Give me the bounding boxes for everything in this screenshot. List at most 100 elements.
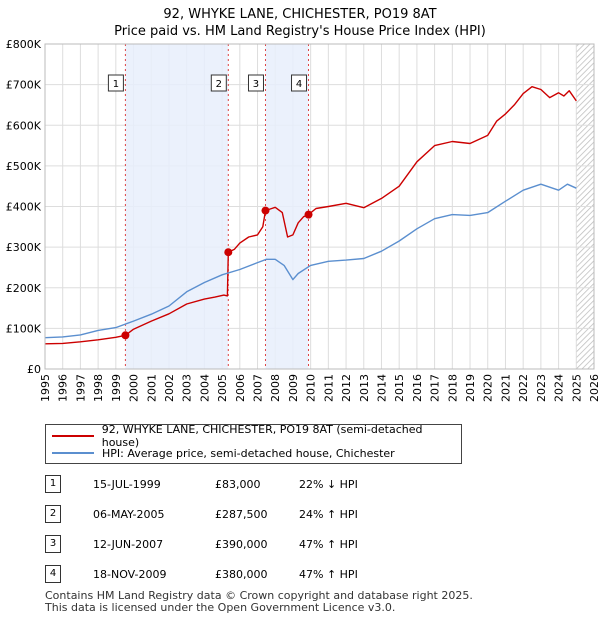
x-tick-label: 1997: [74, 374, 87, 402]
sale-points: [121, 206, 313, 340]
y-tick-label: £800K: [6, 38, 42, 51]
x-tick-label: 2018: [446, 374, 459, 402]
x-tick-label: 2009: [287, 374, 300, 402]
sale-date: 06-MAY-2005: [93, 508, 165, 521]
shaded-span: [265, 44, 309, 369]
x-tick-label: 2005: [216, 374, 229, 402]
y-tick-label: £300K: [6, 241, 42, 254]
chart-sale-badge-label: 1: [113, 79, 119, 90]
sale-point: [261, 206, 270, 215]
sale-badge: 2: [45, 505, 61, 523]
x-tick-label: 1995: [39, 374, 52, 402]
price-chart: 1 2 3 4 £0 £100K £200K £300K £400K £500K £600K £70…: [6, 38, 600, 402]
shaded-span: [125, 44, 229, 369]
y-tick-label: £600K: [6, 119, 42, 132]
chart-sale-badge-box: [247, 74, 264, 92]
footer-line-2: This data is licensed under the Open Gov…: [45, 601, 396, 614]
sale-point: [121, 331, 130, 340]
chart-sale-badge-box: [291, 74, 308, 92]
sale-hpi: 24% ↑ HPI: [299, 508, 358, 521]
legend-hpi-label: HPI: Average price, semi-detached house,…: [102, 446, 395, 460]
hpi-line: [44, 183, 577, 339]
x-tick-label: 2015: [393, 374, 406, 402]
property-line: [44, 86, 577, 345]
legend-property-label: 92, WHYKE LANE, CHICHESTER, PO19 8AT (se…: [101, 423, 423, 449]
legend: 92, WHYKE LANE, CHICHESTER, PO19 8AT (se…: [45, 423, 462, 464]
axes: [44, 43, 595, 370]
chart-sale-badge-label: 3: [253, 79, 259, 90]
x-tick-label: 2013: [358, 374, 371, 402]
y-tick-label: £500K: [6, 160, 42, 173]
sale-hpi: 47% ↑ HPI: [299, 568, 358, 581]
x-tick-label: 2026: [588, 374, 600, 402]
sale-badge: 1: [45, 475, 61, 493]
sale-point: [304, 210, 313, 219]
y-tick-label: £400K: [6, 201, 42, 214]
footer: Contains HM Land Registry data © Crown c…: [45, 590, 473, 614]
x-tick-label: 1999: [110, 374, 123, 402]
x-tick-label: 2020: [482, 374, 495, 402]
x-tick-label: 2021: [499, 374, 512, 402]
chart-title: 92, WHYKE LANE, CHICHESTER, PO19 8AT Pri…: [0, 6, 600, 40]
x-tick-label: 2024: [553, 374, 566, 402]
sale-hpi: 47% ↑ HPI: [299, 538, 358, 551]
y-axis-ticks: £0 £100K £200K £300K £400K £500K £600K £700K £80…: [6, 38, 42, 376]
legend-hpi: HPI: Average price, semi-detached house,…: [52, 445, 395, 461]
x-tick-label: 2010: [305, 374, 318, 402]
y-tick-label: £100K: [6, 322, 42, 335]
x-tick-label: 2007: [252, 374, 265, 402]
x-tick-label: 2012: [340, 374, 353, 402]
sale-markers: [124, 44, 310, 369]
x-tick-label: 2004: [198, 374, 211, 402]
x-tick-label: 2001: [145, 374, 158, 402]
x-tick-label: 2011: [322, 374, 335, 402]
x-tick-label: 1996: [57, 374, 70, 402]
sale-point: [224, 248, 233, 257]
sale-hpi: 22% ↓ HPI: [299, 478, 358, 491]
x-tick-label: 1998: [92, 374, 105, 402]
sale-date: 12-JUN-2007: [93, 538, 164, 551]
sale-row: 1 15-JUL-1999 £83,000 22% ↓ HPI: [45, 475, 465, 495]
x-tick-label: 2000: [128, 374, 141, 402]
x-tick-label: 2006: [234, 374, 247, 402]
x-tick-label: 2014: [375, 374, 388, 402]
sale-badge: 3: [45, 535, 61, 553]
sale-date: 15-JUL-1999: [93, 478, 161, 491]
sale-price: £287,500: [215, 508, 268, 521]
chart-sale-badge-label: 4: [296, 79, 302, 90]
sale-price: £83,000: [215, 478, 261, 491]
sale-badges: 1 2 3 4: [107, 74, 308, 92]
x-tick-label: 2003: [181, 374, 194, 402]
x-tick-label: 2025: [570, 374, 583, 402]
title-line-2: Price paid vs. HM Land Registry's House …: [114, 24, 486, 39]
x-tick-label: 2016: [411, 374, 424, 402]
y-tick-label: £200K: [6, 282, 42, 295]
legend-property-swatch: [52, 435, 94, 437]
y-tick-label: £0: [27, 363, 41, 376]
series: [44, 86, 577, 345]
x-tick-label: 2019: [464, 374, 477, 402]
x-tick-label: 2002: [163, 374, 176, 402]
sale-badge: 4: [45, 565, 61, 583]
title-line-1: 92, WHYKE LANE, CHICHESTER, PO19 8AT: [163, 7, 437, 22]
sale-date: 18-NOV-2009: [93, 568, 167, 581]
chart-sale-badge-box: [210, 74, 227, 92]
plot-frame: [44, 43, 595, 370]
sale-price: £380,000: [215, 568, 268, 581]
legend-hpi-swatch: [52, 452, 94, 454]
sale-row: 4 18-NOV-2009 £380,000 47% ↑ HPI: [45, 565, 465, 585]
footer-line-1: Contains HM Land Registry data © Crown c…: [45, 589, 473, 602]
sale-row: 3 12-JUN-2007 £390,000 47% ↑ HPI: [45, 535, 465, 555]
x-axis-ticks: 1995 1996 1997 1998 1999 2000 2001 2002 2003 2004…: [39, 374, 600, 402]
x-tick-label: 2023: [535, 374, 548, 402]
legend-property: 92, WHYKE LANE, CHICHESTER, PO19 8AT (se…: [52, 423, 461, 449]
chart-sale-badge-box: [107, 74, 124, 92]
x-tick-label: 2008: [269, 374, 282, 402]
shaded-spans: [125, 44, 309, 369]
x-tick-label: 2017: [429, 374, 442, 402]
chart-sale-badge-label: 2: [216, 79, 222, 90]
sale-row: 2 06-MAY-2005 £287,500 24% ↑ HPI: [45, 505, 465, 525]
y-tick-label: £700K: [6, 79, 42, 92]
sale-price: £390,000: [215, 538, 268, 551]
x-tick-label: 2022: [517, 374, 530, 402]
